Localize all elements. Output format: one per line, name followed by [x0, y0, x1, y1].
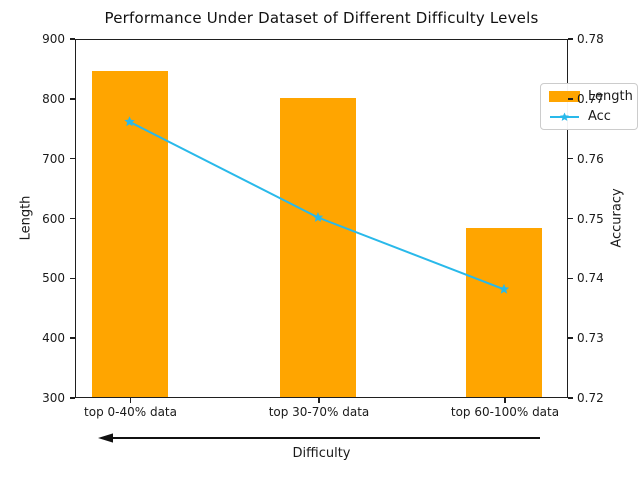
x-tick — [504, 398, 506, 403]
y-tick-label-right: 0.73 — [577, 331, 604, 346]
x-tick — [318, 398, 320, 403]
x-axis-label: Difficulty — [292, 446, 351, 461]
acc-marker-star — [124, 116, 136, 127]
x-tick — [129, 398, 132, 403]
y-tick-right — [568, 277, 573, 280]
y-tick-right — [568, 217, 573, 220]
chart-title: Performance Under Dataset of Different D… — [104, 9, 539, 27]
y-axis-label-right: Accuracy — [609, 188, 625, 248]
y-tick-left — [70, 217, 75, 220]
y-tick-label-right: 0.78 — [577, 32, 604, 46]
y-tick-right — [568, 397, 573, 399]
y-tick-right — [568, 38, 573, 40]
acc-line — [124, 116, 510, 295]
legend-item-length: Length — [549, 89, 633, 104]
y-tick-right — [568, 337, 573, 339]
y-tick-label-left: 700 — [42, 151, 65, 166]
y-tick-label-right: 0.77 — [577, 91, 604, 106]
y-tick-label-right: 0.75 — [577, 211, 604, 226]
y-tick-right — [568, 157, 573, 160]
length-swatch-icon — [549, 91, 580, 102]
x-tick-label: top 30-70% data — [268, 405, 370, 419]
y-tick-label-left: 600 — [42, 211, 65, 226]
x-tick-label: top 60-100% data — [450, 405, 560, 419]
y-tick-left — [70, 277, 75, 280]
y-tick-label-left: 800 — [42, 91, 65, 106]
y-tick-right — [568, 98, 573, 100]
legend-label-acc: Acc — [588, 109, 611, 124]
legend-label-length: Length — [588, 89, 633, 104]
length-bar — [466, 227, 543, 397]
difficulty-arrow-icon — [98, 433, 540, 443]
y-tick-label-right: 0.72 — [577, 391, 604, 405]
y-tick-label-left: 900 — [42, 32, 65, 46]
y-tick-label-left: 400 — [42, 331, 65, 346]
legend: Length Acc — [540, 83, 638, 130]
y-tick-left — [70, 337, 75, 339]
legend-item-acc: Acc — [549, 109, 629, 124]
x-tick-label: top 0-40% data — [84, 405, 177, 419]
y-tick-label-right: 0.76 — [577, 151, 604, 166]
acc-line-sample-icon — [550, 112, 579, 121]
y-tick-left — [70, 397, 75, 399]
length-bar — [280, 97, 357, 397]
acc-marker-star — [499, 284, 510, 295]
y-tick-left — [70, 38, 75, 40]
y-tick-label-left: 500 — [42, 271, 65, 286]
y-tick-left — [70, 98, 75, 100]
y-tick-label-left: 300 — [42, 391, 65, 405]
length-bar — [91, 70, 168, 397]
y-tick-left — [70, 157, 75, 160]
plot-area: Length Acc — [75, 39, 638, 398]
y-tick-label-right: 0.74 — [577, 271, 604, 286]
acc-marker-star — [313, 212, 324, 223]
